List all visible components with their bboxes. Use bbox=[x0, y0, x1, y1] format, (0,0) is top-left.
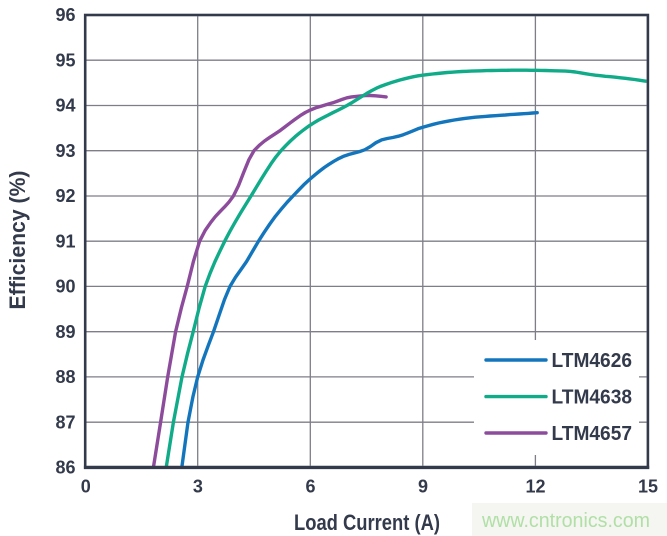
svg-text:15: 15 bbox=[638, 477, 658, 497]
svg-text:86: 86 bbox=[55, 458, 75, 478]
svg-text:90: 90 bbox=[55, 277, 75, 297]
svg-text:95: 95 bbox=[55, 50, 75, 70]
svg-text:Load Current (A): Load Current (A) bbox=[294, 510, 440, 535]
svg-text:0: 0 bbox=[81, 477, 91, 497]
svg-text:LTM4638: LTM4638 bbox=[552, 387, 633, 409]
svg-text:96: 96 bbox=[55, 5, 75, 25]
svg-text:Efficiency (%): Efficiency (%) bbox=[5, 171, 30, 310]
svg-text:LTM4626: LTM4626 bbox=[552, 350, 633, 372]
svg-text:92: 92 bbox=[55, 186, 75, 206]
svg-text:94: 94 bbox=[55, 96, 75, 116]
svg-text:6: 6 bbox=[305, 477, 315, 497]
svg-text:89: 89 bbox=[55, 322, 75, 342]
svg-text:LTM4657: LTM4657 bbox=[552, 423, 633, 445]
svg-text:87: 87 bbox=[55, 412, 75, 432]
svg-text:91: 91 bbox=[55, 231, 75, 251]
svg-text:12: 12 bbox=[525, 477, 545, 497]
svg-text:3: 3 bbox=[193, 477, 203, 497]
svg-text:88: 88 bbox=[55, 367, 75, 387]
svg-text:www.cntronics.com: www.cntronics.com bbox=[481, 510, 650, 532]
svg-text:93: 93 bbox=[55, 141, 75, 161]
svg-text:9: 9 bbox=[418, 477, 428, 497]
